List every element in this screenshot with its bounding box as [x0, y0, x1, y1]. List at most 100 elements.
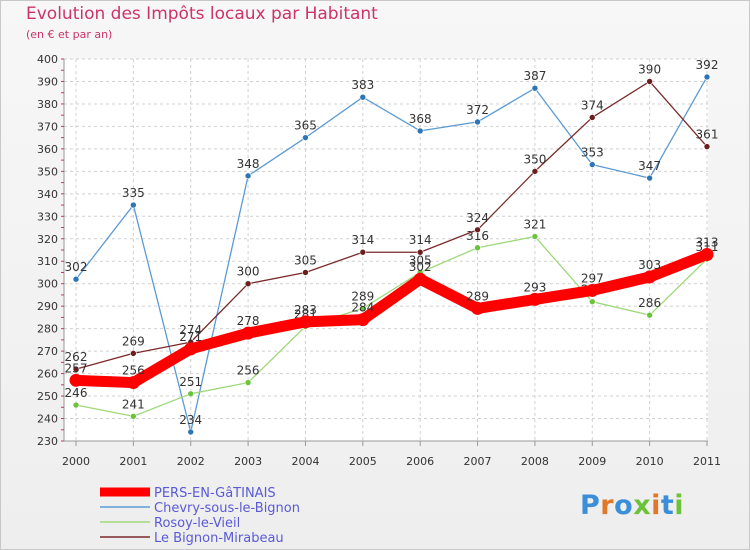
data-label: 293 [523, 280, 546, 294]
data-point [474, 226, 481, 234]
logo-letter: i [651, 490, 661, 521]
legend-label: Le Bignon-Mirabeau [154, 531, 284, 546]
data-point [416, 127, 424, 135]
y-tick-label: 250 [37, 390, 58, 403]
legend-label: Rosoy-le-Vieil [154, 516, 240, 531]
data-label: 324 [466, 211, 489, 225]
data-label: 269 [122, 334, 145, 348]
y-tick-label: 310 [37, 255, 58, 268]
logo-letter: o [614, 490, 634, 521]
x-tick-label: 2003 [234, 455, 262, 468]
chart-title: Evolution des Impôts locaux par Habitant [26, 4, 378, 24]
data-label: 314 [409, 233, 432, 247]
data-label: 390 [638, 62, 661, 76]
x-tick-label: 2008 [521, 455, 549, 468]
data-point [359, 248, 367, 256]
x-tick-label: 2007 [464, 455, 492, 468]
data-label: 305 [294, 253, 317, 267]
data-label: 284 [351, 301, 374, 315]
series-line [75, 80, 708, 370]
data-point [703, 143, 711, 150]
data-label: 372 [466, 103, 489, 117]
data-label: 251 [179, 375, 202, 389]
data-label: 313 [696, 235, 719, 249]
series-line [70, 248, 713, 389]
y-tick-label: 390 [37, 75, 58, 88]
data-point [531, 233, 539, 240]
plot-area [64, 59, 708, 441]
y-tick-label: 340 [37, 188, 58, 201]
data-point [528, 292, 542, 306]
data-label: 297 [581, 271, 604, 285]
data-label: 286 [638, 296, 661, 310]
data-label: 353 [581, 146, 604, 160]
data-point [244, 172, 252, 180]
x-tick-label: 2009 [578, 455, 606, 468]
data-point [72, 401, 80, 409]
data-label: 361 [696, 128, 719, 142]
data-label: 234 [179, 413, 202, 427]
data-label: 335 [122, 186, 145, 200]
data-label: 241 [122, 397, 145, 411]
data-point [646, 311, 653, 319]
data-label: 256 [237, 364, 260, 378]
logo-letter: t [660, 490, 675, 521]
data-point [588, 298, 596, 305]
y-tick-label: 230 [37, 435, 58, 448]
data-label: 256 [122, 364, 145, 378]
data-label: 368 [409, 112, 432, 126]
data-point [646, 78, 653, 85]
y-tick-label: 300 [37, 278, 58, 291]
data-point [244, 280, 252, 288]
data-label: 387 [523, 69, 546, 83]
x-tick-label: 2002 [177, 455, 205, 468]
data-point [130, 201, 137, 209]
x-tick-label: 2004 [291, 455, 319, 468]
data-point [646, 174, 653, 182]
data-point [416, 248, 424, 256]
data-point [298, 315, 312, 329]
data-point [356, 313, 370, 327]
proxiti-logo: Proxiti [580, 490, 684, 521]
data-point [72, 275, 80, 283]
y-tick-label: 240 [37, 413, 58, 426]
data-label: 302 [65, 260, 88, 274]
x-tick-label: 2000 [62, 455, 90, 468]
data-point [126, 376, 140, 390]
data-label: 321 [523, 218, 546, 232]
data-point [244, 379, 252, 386]
data-point [588, 161, 596, 168]
y-tick-label: 290 [37, 300, 58, 313]
y-tick-label: 400 [37, 53, 58, 66]
data-label: 348 [237, 157, 260, 171]
logo-letter: P [580, 490, 601, 521]
data-point [187, 390, 195, 398]
data-label: 311 [696, 240, 719, 254]
data-point [130, 412, 137, 420]
legend-label: Chevry-sous-le-Bignon [154, 501, 300, 516]
y-tick-label: 280 [37, 323, 58, 336]
data-point [184, 342, 198, 356]
y-tick-label: 380 [37, 98, 58, 111]
data-point [187, 428, 195, 436]
data-label: 278 [237, 314, 260, 328]
data-label: 300 [237, 265, 260, 279]
data-point [643, 270, 657, 284]
data-point [474, 244, 481, 252]
x-tick-label: 2001 [119, 455, 147, 468]
y-tick-label: 360 [37, 143, 58, 156]
x-tick-label: 2011 [693, 455, 721, 468]
data-label: 365 [294, 119, 317, 133]
series-line [75, 235, 708, 417]
data-label: 283 [294, 303, 317, 317]
y-tick-label: 370 [37, 120, 58, 133]
data-label: 262 [65, 350, 88, 364]
data-point [359, 93, 367, 101]
x-tick-label: 2005 [349, 455, 377, 468]
y-tick-label: 270 [37, 345, 58, 358]
data-point [69, 373, 83, 387]
data-point [130, 350, 137, 357]
logo-letter: x [633, 490, 652, 521]
data-point [359, 305, 367, 312]
